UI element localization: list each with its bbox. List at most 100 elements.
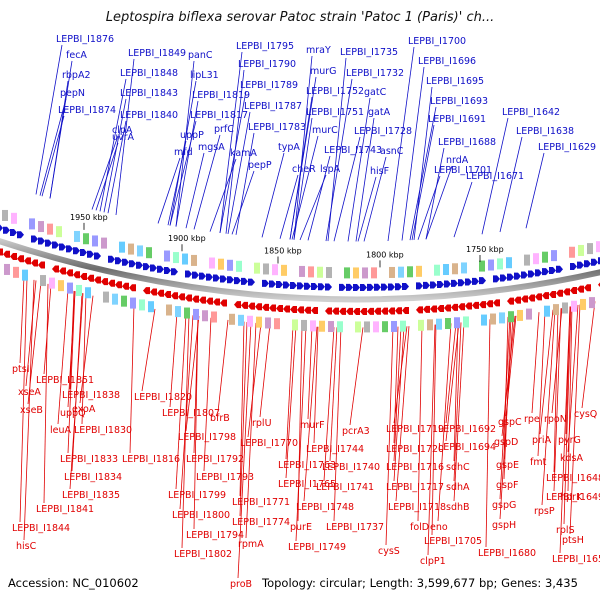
reverse-label-connector	[539, 309, 554, 435]
reverse-gene	[31, 259, 38, 267]
forward-label-connector	[219, 90, 247, 234]
feature-block	[191, 254, 197, 266]
feature-block	[238, 314, 244, 326]
reverse-gene	[38, 261, 45, 269]
forward-gene	[318, 283, 325, 291]
reverse-label-connector	[581, 301, 596, 409]
feature-block	[490, 313, 496, 325]
forward-gene	[241, 277, 248, 285]
reverse-gene-label: LEPBI_I1770	[240, 438, 298, 449]
reverse-gene	[584, 284, 591, 292]
reverse-gene-label: purE	[290, 522, 312, 533]
feature-block	[119, 241, 125, 253]
forward-gene-label: LEPBI_I1638	[516, 126, 574, 137]
reverse-gene-label: proB	[230, 579, 252, 590]
forward-gene	[262, 279, 269, 287]
forward-gene-label: mfd	[174, 147, 193, 158]
forward-gene	[206, 273, 213, 281]
forward-gene-label: LEPBI_I1876	[56, 34, 114, 45]
feature-block	[263, 263, 269, 275]
forward-gene	[402, 283, 409, 291]
forward-gene	[444, 280, 451, 288]
reverse-gene-label: eno	[430, 522, 448, 533]
reverse-label-connector	[445, 322, 460, 442]
forward-gene	[87, 250, 94, 258]
reverse-gene	[507, 297, 514, 305]
reverse-gene-label: rplS	[556, 525, 575, 536]
kbp-tick-label: 1850 kbp	[264, 247, 302, 256]
forward-gene	[360, 283, 367, 291]
forward-gene-label: cheR	[292, 164, 316, 175]
forward-label-connector	[185, 152, 205, 229]
forward-label-connector	[193, 134, 221, 230]
forward-gene-label: asnC	[380, 146, 404, 157]
feature-block	[418, 319, 424, 331]
forward-gene	[437, 280, 444, 288]
reverse-gene-label: uppQ	[60, 408, 86, 419]
reverse-label-connector	[499, 316, 511, 500]
forward-gene	[269, 280, 276, 288]
reverse-gene-label: LEPBI_I1771	[232, 497, 290, 508]
forward-label-connector	[307, 155, 331, 241]
feature-block	[562, 302, 568, 314]
reverse-gene-label: gspF	[496, 480, 518, 491]
feature-block	[319, 320, 325, 332]
reverse-label-connector	[567, 306, 573, 492]
forward-gene-label: LEPBI_I1629	[538, 142, 596, 153]
reverse-gene-label: gspE	[496, 460, 519, 471]
forward-gene-label: lipL31	[190, 70, 219, 81]
reverse-gene	[423, 305, 430, 313]
forward-label-connector	[481, 117, 509, 235]
reverse-gene-label: rpsP	[534, 506, 555, 517]
reverse-label-connector	[239, 321, 248, 517]
forward-gene-label: LEPBI_I1783	[248, 122, 306, 133]
forward-gene-label: mraY	[306, 45, 331, 56]
forward-label-connector	[39, 98, 67, 196]
feature-block	[551, 250, 557, 262]
forward-gene	[472, 277, 479, 285]
reverse-gene	[129, 284, 136, 292]
forward-gene	[493, 275, 500, 283]
forward-gene-label: fecA	[66, 50, 87, 61]
reverse-gene	[353, 307, 360, 315]
reverse-gene	[451, 303, 458, 311]
feature-block	[407, 266, 413, 278]
forward-gene	[339, 283, 346, 291]
reverse-label-connector	[181, 314, 190, 549]
reverse-gene-label: rpoN	[544, 414, 567, 425]
reverse-gene	[262, 303, 269, 311]
forward-label-connector	[91, 135, 119, 210]
reverse-gene-label: LEPBI_I1737	[326, 522, 384, 533]
forward-gene	[353, 283, 360, 291]
feature-block	[445, 318, 451, 330]
forward-gene	[423, 281, 430, 289]
reverse-label-connector	[563, 306, 572, 525]
reverse-gene	[437, 304, 444, 312]
reverse-label-connector	[569, 304, 581, 535]
forward-gene	[388, 283, 395, 291]
forward-label-connector	[425, 147, 445, 240]
forward-label-connector	[355, 117, 375, 242]
kbp-tick-label: 1750 kbp	[466, 245, 504, 254]
feature-block	[236, 260, 242, 272]
feature-block	[164, 250, 170, 262]
forward-label-connector	[209, 158, 237, 232]
reverse-label-connector	[323, 327, 335, 482]
forward-gene	[192, 271, 199, 279]
forward-gene-label: LEPBI_I1817	[190, 110, 248, 121]
feature-block	[148, 301, 154, 313]
feature-block	[229, 313, 235, 325]
feature-block	[544, 305, 550, 317]
feature-block	[265, 317, 271, 329]
forward-gene	[283, 281, 290, 289]
forward-gene-label: LEPBI_I1843	[120, 88, 178, 99]
feature-block	[524, 254, 530, 266]
forward-gene	[199, 272, 206, 280]
reverse-gene	[297, 306, 304, 314]
reverse-label-connector	[303, 326, 318, 502]
feature-block	[292, 319, 298, 331]
forward-label-connector	[333, 136, 361, 242]
feature-block	[337, 321, 343, 333]
feature-block	[112, 293, 118, 305]
forward-gene-label: LEPBI_I1735	[340, 47, 398, 58]
